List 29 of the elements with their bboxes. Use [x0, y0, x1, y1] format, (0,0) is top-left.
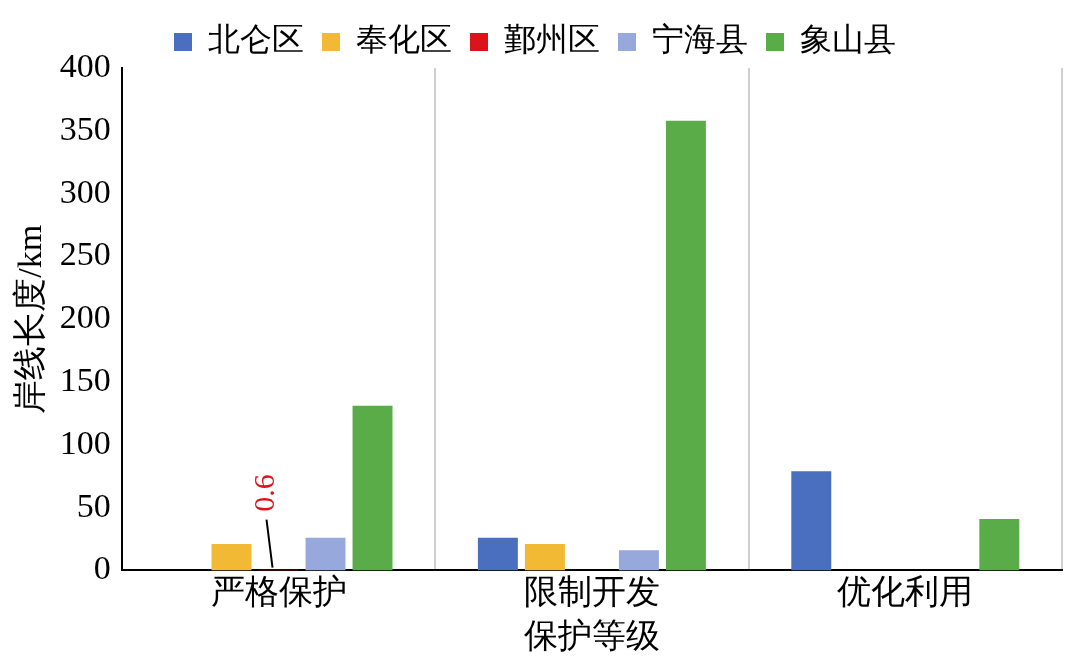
legend-label: 奉化区 [356, 21, 452, 58]
y-tick-label: 350 [59, 109, 111, 147]
legend-label: 北仑区 [208, 21, 304, 58]
x-axis-title: 保护等级 [523, 616, 660, 654]
bar [211, 544, 252, 571]
y-tick-label: 0 [93, 549, 111, 587]
bar [352, 405, 393, 571]
y-tick-label: 250 [59, 235, 111, 273]
bar [665, 120, 706, 571]
legend-label: 宁海县 [652, 21, 748, 58]
legend-label: 鄞州区 [504, 21, 600, 58]
bar [618, 550, 659, 571]
x-tick-label: 严格保护 [210, 572, 347, 610]
bar [305, 537, 346, 571]
x-tick-label: 优化利用 [837, 572, 974, 610]
bar [477, 537, 518, 571]
y-tick-label: 200 [59, 298, 111, 336]
y-tick-label: 50 [76, 486, 111, 524]
y-tick-label: 150 [59, 360, 111, 398]
data-label: 0.6 [247, 474, 281, 512]
x-tick-label: 限制开发 [523, 572, 660, 610]
y-tick-label: 400 [59, 46, 111, 84]
legend-label: 象山县 [800, 21, 896, 58]
y-tick-label: 100 [59, 423, 111, 461]
bar [791, 471, 832, 571]
y-tick-label: 300 [59, 172, 111, 210]
bar [524, 544, 565, 571]
bar [979, 518, 1020, 571]
y-axis-title: 岸线长度/km [11, 224, 49, 414]
